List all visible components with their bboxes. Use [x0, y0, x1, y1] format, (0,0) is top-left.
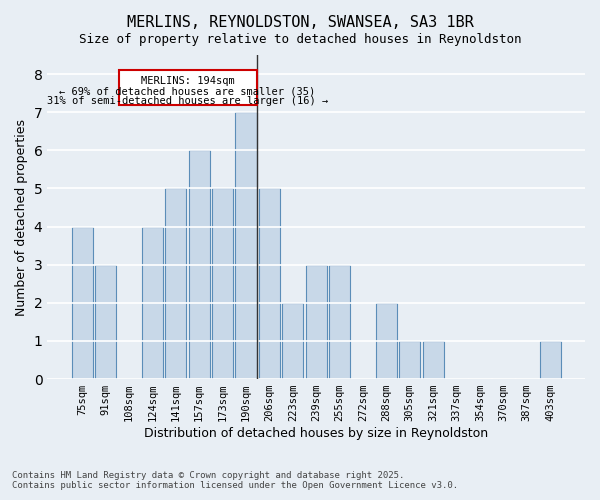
Bar [539, 341, 560, 379]
Bar [235, 112, 257, 379]
Bar [142, 226, 163, 379]
Bar [329, 264, 350, 379]
Bar [376, 303, 397, 379]
Bar [95, 264, 116, 379]
Bar [282, 303, 303, 379]
Bar [422, 341, 443, 379]
Text: Size of property relative to detached houses in Reynoldston: Size of property relative to detached ho… [79, 32, 521, 46]
X-axis label: Distribution of detached houses by size in Reynoldston: Distribution of detached houses by size … [144, 427, 488, 440]
Bar [305, 264, 326, 379]
Text: Contains HM Land Registry data © Crown copyright and database right 2025.
Contai: Contains HM Land Registry data © Crown c… [12, 470, 458, 490]
Bar [165, 188, 187, 379]
Text: 31% of semi-detached houses are larger (16) →: 31% of semi-detached houses are larger (… [47, 96, 328, 106]
Text: MERLINS: 194sqm: MERLINS: 194sqm [140, 76, 235, 86]
Bar [399, 341, 420, 379]
FancyBboxPatch shape [119, 70, 257, 104]
Y-axis label: Number of detached properties: Number of detached properties [15, 118, 28, 316]
Bar [259, 188, 280, 379]
Bar [72, 226, 93, 379]
Text: MERLINS, REYNOLDSTON, SWANSEA, SA3 1BR: MERLINS, REYNOLDSTON, SWANSEA, SA3 1BR [127, 15, 473, 30]
Text: ← 69% of detached houses are smaller (35): ← 69% of detached houses are smaller (35… [59, 86, 316, 97]
Bar [188, 150, 210, 379]
Bar [212, 188, 233, 379]
